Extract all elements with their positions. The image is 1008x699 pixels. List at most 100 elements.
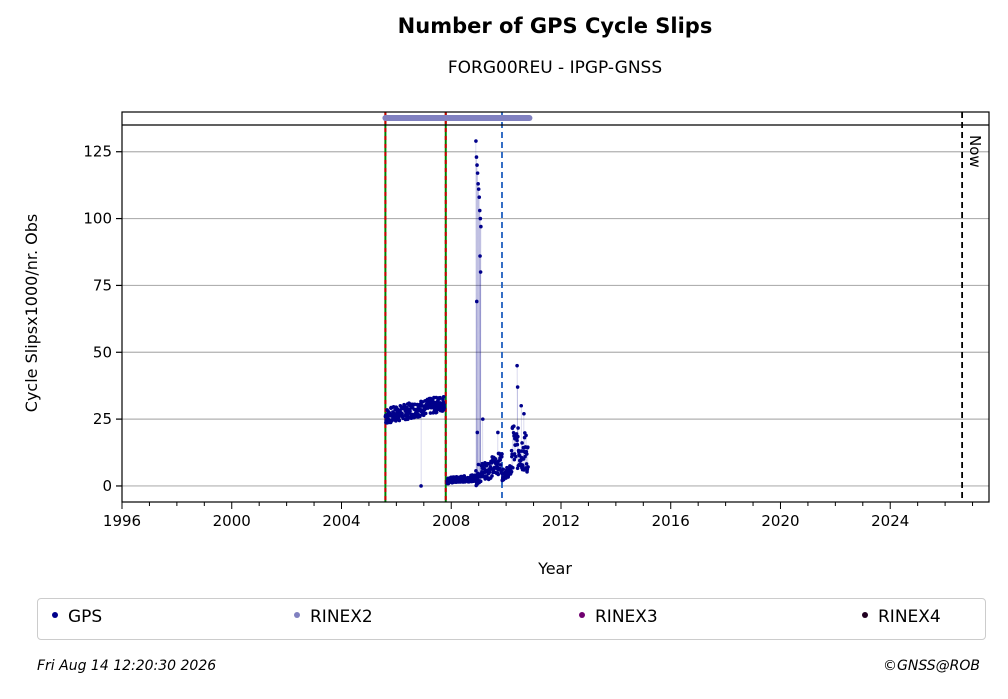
legend-item-rinex2: RINEX2 bbox=[294, 605, 373, 629]
gps-point bbox=[499, 454, 504, 459]
gps-point bbox=[514, 454, 518, 459]
data-points bbox=[383, 139, 530, 488]
gps-point bbox=[423, 411, 428, 416]
gps-trace-line bbox=[385, 140, 529, 487]
gps-point bbox=[500, 452, 504, 456]
gps-marker-icon bbox=[52, 612, 58, 618]
gps-point bbox=[519, 403, 524, 408]
gps-point bbox=[524, 433, 528, 438]
gps-point bbox=[501, 467, 506, 472]
x-tick-label: 1996 bbox=[103, 512, 141, 530]
gps-point bbox=[496, 472, 501, 477]
gps-point bbox=[509, 469, 514, 474]
y-tick-label: 25 bbox=[93, 410, 112, 428]
gps-point bbox=[512, 452, 517, 456]
gps-point bbox=[478, 254, 482, 258]
gps-point bbox=[397, 418, 402, 423]
gps-point bbox=[475, 430, 480, 435]
x-tick-label: 2000 bbox=[213, 512, 251, 530]
gps-point bbox=[496, 430, 500, 435]
y-tick-label: 75 bbox=[93, 276, 112, 294]
gps-point bbox=[474, 155, 479, 159]
rinex2-marker-icon bbox=[294, 612, 300, 618]
gps-point bbox=[408, 409, 412, 414]
gps-point bbox=[478, 479, 483, 484]
generated-timestamp: Fri Aug 14 12:20:30 2026 bbox=[37, 658, 217, 674]
legend-label: RINEX3 bbox=[595, 607, 658, 627]
gps-point bbox=[477, 195, 482, 199]
gps-point bbox=[441, 397, 445, 402]
gps-point bbox=[475, 171, 480, 175]
gps-point bbox=[524, 462, 529, 466]
plot-border bbox=[121, 111, 990, 503]
gps-point bbox=[511, 465, 515, 470]
y-tick-label: 125 bbox=[83, 143, 112, 161]
gps-point bbox=[512, 424, 516, 429]
legend: GPS RINEX2 RINEX3 RINEX4 bbox=[37, 598, 986, 640]
gps-point bbox=[474, 299, 479, 304]
gps-point bbox=[474, 469, 478, 473]
copyright-notice: ©GNSS@ROB bbox=[883, 658, 980, 674]
gps-point bbox=[495, 461, 500, 466]
gps-point bbox=[428, 411, 433, 415]
legend-item-rinex4: RINEX4 bbox=[862, 605, 941, 629]
y-tick-label: 100 bbox=[83, 210, 112, 228]
gps-point bbox=[515, 363, 519, 368]
y-tick-label: 0 bbox=[102, 477, 112, 495]
gps-point bbox=[441, 395, 446, 399]
gps-point bbox=[490, 474, 494, 478]
gps-point bbox=[477, 208, 482, 213]
gps-point bbox=[516, 434, 520, 439]
gps-point bbox=[419, 484, 423, 488]
gps-point bbox=[475, 163, 479, 167]
legend-label: RINEX2 bbox=[310, 607, 373, 627]
vertical-markers: Now bbox=[382, 112, 984, 502]
gps-point bbox=[478, 270, 483, 274]
gps-point bbox=[479, 224, 483, 229]
gps-point bbox=[478, 216, 483, 221]
gps-point bbox=[509, 448, 514, 453]
gps-point bbox=[474, 139, 478, 143]
gps-point bbox=[521, 464, 525, 468]
gps-point bbox=[526, 445, 530, 449]
x-tick-label: 2008 bbox=[432, 512, 470, 530]
legend-label: RINEX4 bbox=[878, 607, 941, 627]
x-tick-label: 2020 bbox=[761, 512, 799, 530]
gps-point bbox=[515, 438, 519, 443]
now-label: Now bbox=[966, 135, 984, 168]
x-tick-label: 2012 bbox=[542, 512, 580, 530]
legend-label: GPS bbox=[68, 607, 103, 627]
gps-point bbox=[525, 452, 529, 456]
gps-point bbox=[487, 470, 492, 474]
x-tick-label: 2016 bbox=[652, 512, 690, 530]
gps-point bbox=[523, 454, 527, 459]
gps-point bbox=[526, 465, 530, 469]
gps-point bbox=[516, 426, 520, 430]
gps-point bbox=[476, 187, 481, 191]
gps-point bbox=[442, 405, 447, 410]
plot-frame bbox=[121, 111, 990, 503]
gps-point bbox=[480, 417, 485, 421]
gps-point bbox=[476, 182, 480, 186]
chart-area: Now 0 25 50 75 100 125 1996 2000 2004 2008 2012 201… bbox=[22, 111, 990, 578]
x-tick-label: 2004 bbox=[322, 512, 360, 530]
rinex4-marker-icon bbox=[862, 612, 868, 618]
gps-point bbox=[442, 402, 446, 407]
y-axis-label: Cycle Slipsx1000/nr. Obs bbox=[22, 214, 41, 412]
grid-lines bbox=[122, 151, 989, 487]
y-tick-label: 50 bbox=[93, 343, 112, 361]
chart-subtitle: FORG00REU - IPGP-GNSS bbox=[447, 58, 663, 78]
gps-point bbox=[522, 411, 526, 416]
gps-point bbox=[476, 471, 480, 476]
axis-ticks: 0 25 50 75 100 125 1996 2000 2004 2008 2012 2016 202… bbox=[83, 143, 974, 530]
gps-point bbox=[476, 462, 481, 467]
gps-point bbox=[515, 442, 520, 447]
gps-point bbox=[493, 457, 498, 461]
gps-point bbox=[498, 458, 503, 462]
gps-point bbox=[515, 385, 520, 389]
x-axis-label: Year bbox=[537, 559, 572, 578]
gps-point bbox=[498, 463, 503, 467]
legend-item-gps: GPS bbox=[52, 605, 102, 629]
gps-point bbox=[512, 457, 517, 462]
gps-point bbox=[438, 395, 442, 400]
